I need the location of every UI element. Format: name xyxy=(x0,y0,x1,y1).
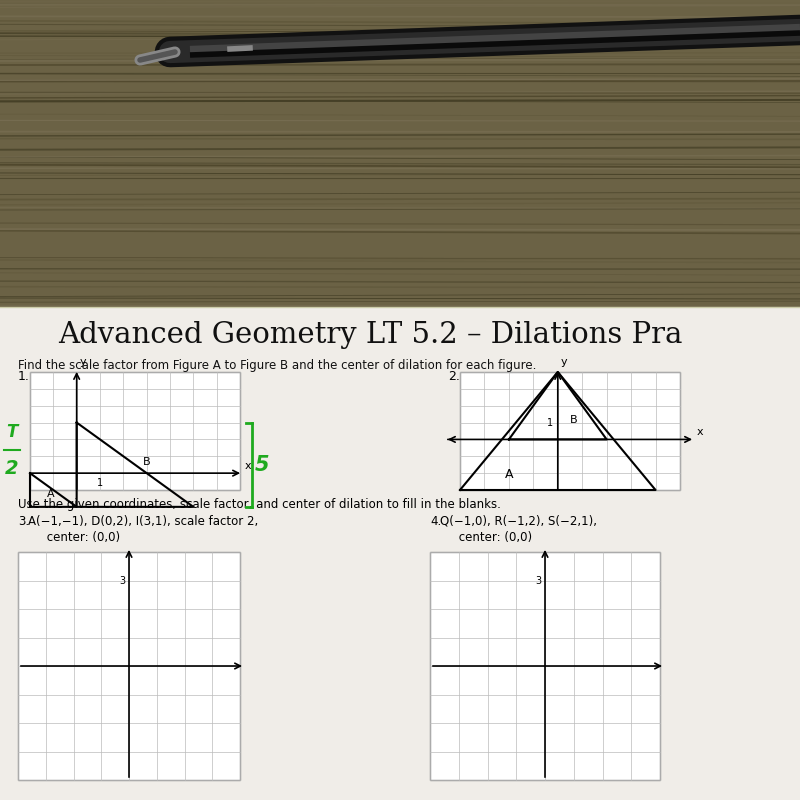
Text: Advanced Geometry LT 5.2 – Dilations Pra: Advanced Geometry LT 5.2 – Dilations Pra xyxy=(58,321,682,349)
Text: x: x xyxy=(697,427,704,438)
Text: y: y xyxy=(561,357,567,367)
Text: Find the scale factor from Figure A to Figure B and the center of dilation for e: Find the scale factor from Figure A to F… xyxy=(18,358,536,371)
Text: Q(−1,0), R(−1,2), S(−2,1),: Q(−1,0), R(−1,2), S(−2,1), xyxy=(440,515,597,528)
Text: center: (0,0): center: (0,0) xyxy=(440,531,532,544)
Bar xyxy=(460,372,680,490)
Bar xyxy=(18,552,240,780)
Text: 3.: 3. xyxy=(18,515,29,528)
Text: A(−1,−1), D(0,2), I(3,1), scale factor 2,: A(−1,−1), D(0,2), I(3,1), scale factor 2… xyxy=(28,515,258,528)
Text: y: y xyxy=(80,357,86,367)
Text: 5: 5 xyxy=(254,454,270,474)
Text: x: x xyxy=(245,461,252,471)
Text: 3: 3 xyxy=(119,575,125,586)
Text: 2: 2 xyxy=(5,459,19,478)
Text: 2.: 2. xyxy=(448,370,460,383)
Bar xyxy=(30,372,240,490)
Text: B: B xyxy=(570,414,578,425)
Text: 3: 3 xyxy=(535,575,541,586)
Text: T: T xyxy=(6,423,18,442)
Text: 4.: 4. xyxy=(430,515,442,528)
Bar xyxy=(430,552,660,780)
Text: Use the given coordinates, scale factor, and center of dilation to fill in the b: Use the given coordinates, scale factor,… xyxy=(18,498,501,511)
Text: center: (0,0): center: (0,0) xyxy=(28,531,120,544)
Bar xyxy=(0,307,800,800)
Text: 1.: 1. xyxy=(18,370,30,383)
Text: 1: 1 xyxy=(97,478,103,488)
Text: A: A xyxy=(505,468,513,482)
Text: 1: 1 xyxy=(546,418,553,427)
Text: B: B xyxy=(143,457,150,466)
Text: A: A xyxy=(47,489,55,498)
